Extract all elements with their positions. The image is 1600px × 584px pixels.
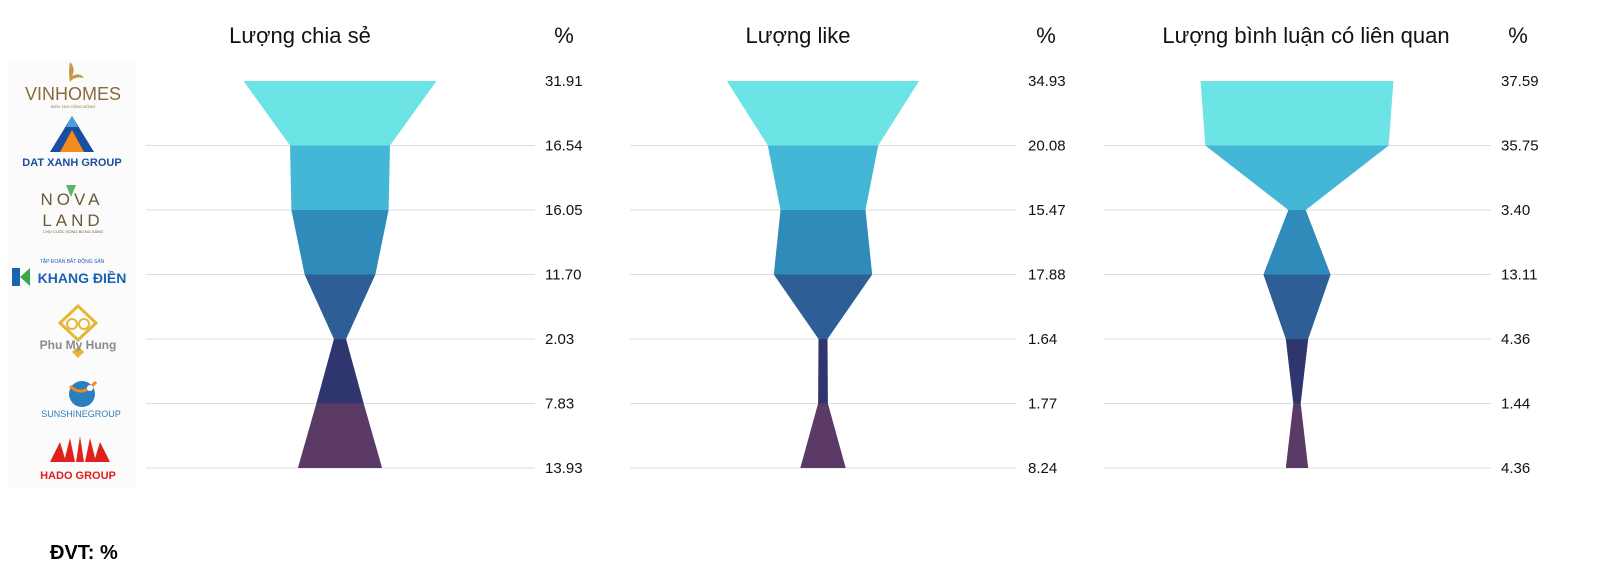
funnel-segment: [291, 210, 389, 275]
data-label: 4.36: [1501, 331, 1530, 348]
funnel-segment: [1285, 339, 1309, 404]
khang-dien-logo-text: KHANG ĐIỀN: [38, 270, 127, 286]
hado-logo-text: HADO GROUP: [40, 470, 116, 482]
khang-dien-logo: TẬP ĐOÀN BẤT ĐỘNG SẢN KHANG ĐIỀN: [12, 258, 126, 286]
value-header: %: [1508, 23, 1528, 48]
funnel-segment: [1263, 274, 1331, 339]
data-label: 37.59: [1501, 73, 1539, 90]
data-label: 1.44: [1501, 396, 1530, 413]
funnel-segment: [726, 81, 920, 146]
data-label: 20.08: [1028, 138, 1066, 155]
dat-xanh-logo-text: DAT XANH GROUP: [22, 157, 121, 169]
value-header: %: [554, 23, 574, 48]
vinhomes-logo-text: VINHOMES: [25, 84, 121, 104]
value-header: %: [1036, 23, 1056, 48]
funnel-segment: [773, 210, 873, 275]
data-label: 2.03: [545, 331, 574, 348]
funnel-segment: [316, 339, 364, 404]
data-label: 13.93: [545, 460, 583, 477]
funnel-segment: [243, 81, 437, 146]
data-label: 16.54: [545, 138, 583, 155]
data-label: 7.83: [545, 396, 574, 413]
logo-column: VINHOMES KIẾN TẠO CỘNG ĐỒNG DAT XANH GRO…: [12, 62, 126, 482]
novaland-logo-bottom: LAND: [42, 211, 103, 230]
funnel-segment: [1200, 81, 1394, 146]
data-label: 17.88: [1028, 267, 1066, 284]
vinhomes-logo: VINHOMES KIẾN TẠO CỘNG ĐỒNG: [25, 62, 121, 109]
phu-my-hung-logo: Phu My Hung: [40, 303, 117, 358]
funnel-chart-3: Lượng bình luận có liên quan % 37.59 35.75 3…: [1104, 23, 1539, 477]
funnel-segment: [767, 145, 879, 210]
data-label: 34.93: [1028, 73, 1066, 90]
sunshine-logo-text: SUNSHINEGROUP: [41, 409, 121, 419]
funnel-title: Lượng bình luận có liên quan: [1162, 23, 1449, 48]
funnel-segment: [1263, 210, 1331, 275]
funnel-title: Lượng chia sẻ: [229, 23, 371, 48]
data-label: 15.47: [1028, 202, 1066, 219]
funnel-segment: [818, 339, 828, 404]
vinhomes-logo-tagline: KIẾN TẠO CỘNG ĐỒNG: [51, 104, 96, 109]
funnel-segment: [297, 403, 383, 468]
novaland-logo-tagline: CHO CUỘC SỐNG BỪNG SÁNG: [43, 229, 103, 234]
data-label: 8.24: [1028, 460, 1057, 477]
funnel-segment: [1205, 145, 1389, 210]
funnel-segment: [1285, 403, 1309, 468]
funnel-segment: [290, 145, 390, 210]
khang-dien-logo-tagline: TẬP ĐOÀN BẤT ĐỘNG SẢN: [40, 258, 105, 265]
data-label: 11.70: [545, 267, 581, 284]
funnel-title: Lượng like: [746, 23, 851, 48]
funnel-group: Lượng chia sẻ % 31.91 16.54 16.05 11.70 2.03 7.…: [146, 23, 1539, 477]
funnel-chart-1: Lượng chia sẻ % 31.91 16.54 16.05 11.70 2.03 7.…: [146, 23, 583, 477]
phu-my-hung-logo-text: Phu My Hung: [40, 338, 117, 352]
funnel-segment: [800, 403, 846, 468]
funnel-chart-2: Lượng like % 34.93 20.08 15.47 17.88 1.64 1.77 8…: [630, 23, 1066, 477]
data-label: 4.36: [1501, 460, 1530, 477]
data-label: 31.91: [545, 73, 583, 90]
data-label: 1.77: [1028, 396, 1057, 413]
hado-logo: HADO GROUP: [40, 436, 116, 482]
unit-label: ĐVT: %: [50, 542, 118, 564]
funnel-segment: [304, 274, 376, 339]
sunshine-logo: SUNSHINEGROUP: [41, 380, 121, 419]
novaland-logo-top: NOVA: [41, 190, 104, 209]
data-label: 13.11: [1501, 267, 1537, 284]
funnel-segment: [773, 274, 873, 339]
data-label: 35.75: [1501, 138, 1539, 155]
data-label: 16.05: [545, 202, 583, 219]
dat-xanh-logo: DAT XANH GROUP: [22, 116, 122, 169]
data-label: 1.64: [1028, 331, 1057, 348]
novaland-logo: NOVA LAND CHO CUỘC SỐNG BỪNG SÁNG: [41, 185, 104, 234]
data-label: 3.40: [1501, 202, 1530, 219]
